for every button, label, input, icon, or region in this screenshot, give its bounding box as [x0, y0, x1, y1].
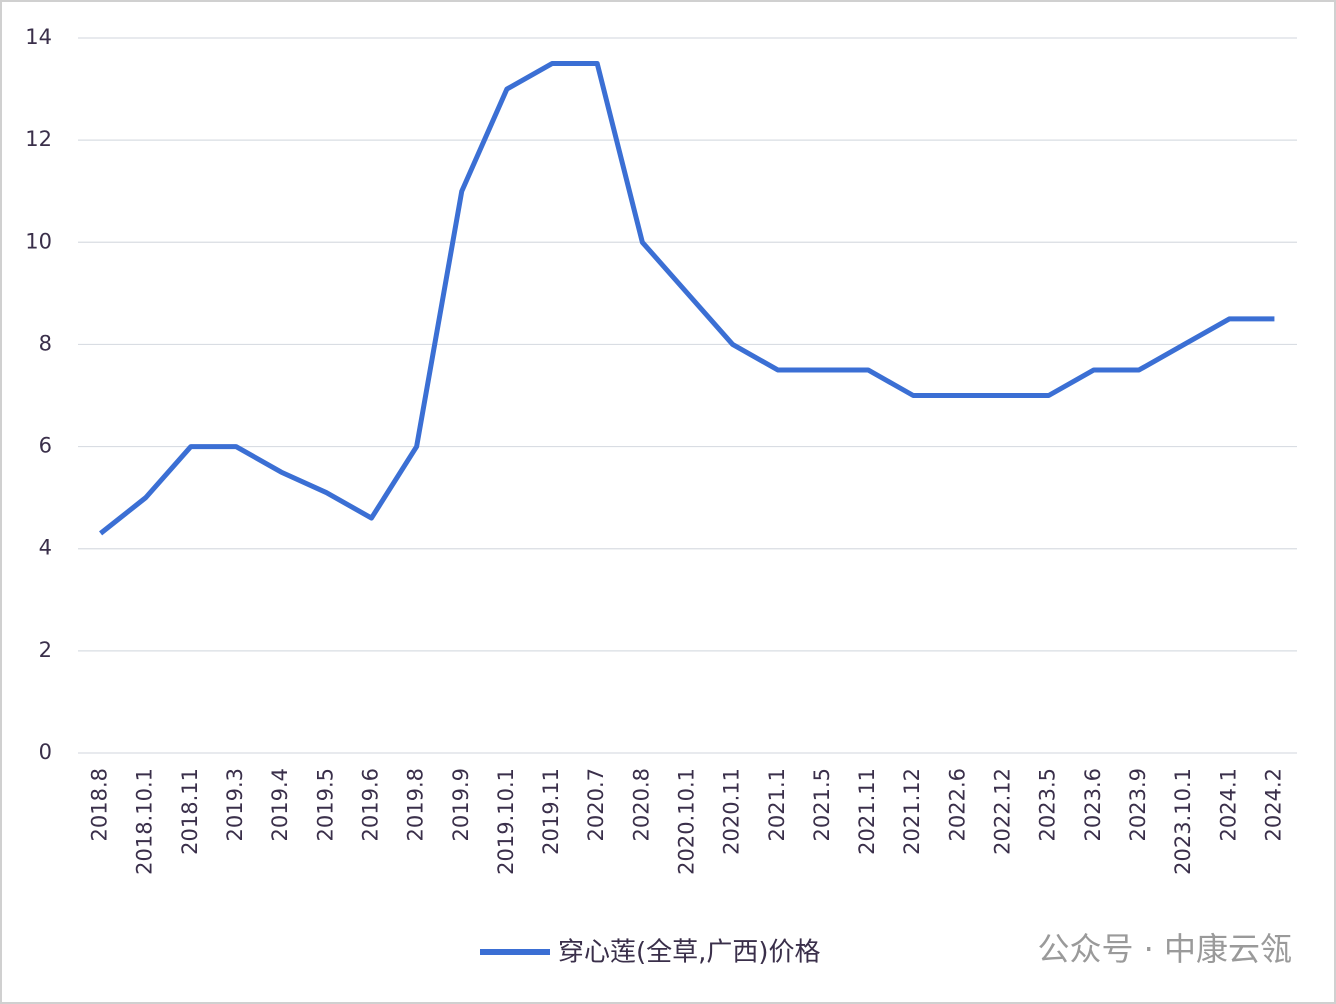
x-tick-label: 2021.5 [810, 768, 834, 841]
x-tick-label: 2021.11 [855, 768, 879, 855]
x-tick-label: 2024.1 [1216, 768, 1240, 841]
x-tick-label: 2019.9 [449, 768, 473, 841]
x-tick-label: 2023.6 [1081, 768, 1105, 841]
y-tick-label: 2 [39, 638, 52, 662]
y-tick-label: 14 [25, 25, 52, 49]
y-tick-label: 0 [39, 740, 52, 764]
watermark: 公众号 · 中康云瓴 [1037, 930, 1292, 968]
x-tick-label: 2020.8 [629, 768, 653, 841]
y-tick-label: 10 [25, 229, 52, 253]
x-tick-label: 2021.1 [765, 768, 789, 841]
x-tick-label: 2019.8 [404, 768, 428, 841]
data-line [99, 61, 1275, 536]
legend-label: 穿心莲(全草,广西)价格 [558, 938, 821, 968]
x-tick-label: 2021.12 [900, 768, 924, 855]
y-tick-label: 6 [39, 434, 52, 458]
x-tick-label: 2022.12 [991, 768, 1015, 855]
x-tick-label: 2018.10.1 [133, 768, 157, 875]
x-tick-label: 2018.11 [178, 768, 202, 855]
x-tick-label: 2018.8 [88, 768, 112, 841]
x-tick-label: 2023.9 [1126, 768, 1150, 841]
x-tick-label: 2019.4 [268, 768, 292, 841]
x-tick-label: 2020.11 [720, 768, 744, 855]
x-tick-label: 2019.3 [223, 768, 247, 841]
x-tick-label: 2020.7 [584, 768, 608, 841]
x-tick-label: 2023.5 [1036, 768, 1060, 841]
x-tick-label: 2023.10.1 [1171, 768, 1195, 875]
x-tick-label: 2020.10.1 [675, 768, 699, 875]
x-tick-label: 2024.2 [1261, 768, 1285, 841]
y-tick-label: 8 [39, 331, 52, 355]
x-tick-label: 2019.5 [313, 768, 337, 841]
x-tick-label: 2022.6 [945, 768, 969, 841]
x-tick-label: 2019.6 [358, 768, 382, 841]
x-tick-label: 2019.11 [539, 768, 563, 855]
x-tick-label: 2019.10.1 [494, 768, 518, 875]
y-tick-label: 4 [39, 536, 52, 560]
y-tick-label: 12 [25, 127, 52, 151]
